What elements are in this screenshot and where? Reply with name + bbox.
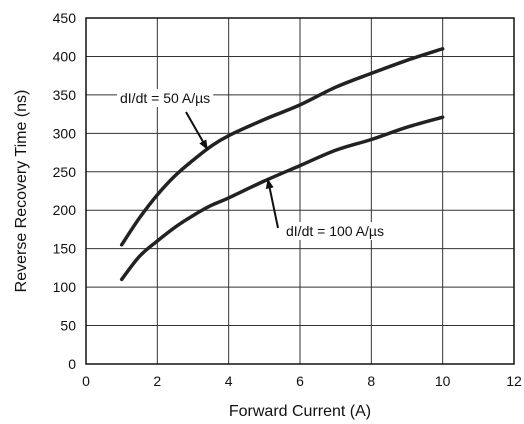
annotations: dI/dt = 50 A/µs dI/dt = 100 A/µs [117,89,387,240]
annotation-label-background [283,222,387,240]
annotation-label-background [117,89,214,107]
y-tick-label: 100 [53,279,77,295]
series [119,47,445,282]
y-tick-label: 0 [68,356,76,372]
series-line-1 [119,47,445,247]
x-tick-label: 4 [225,373,233,389]
y-tick-label: 450 [53,10,77,26]
x-tick-label: 6 [296,373,304,389]
y-tick-label: 150 [53,241,77,257]
series-line-2 [119,115,445,282]
y-tick-label: 300 [53,125,77,141]
y-tick-label: 200 [53,202,77,218]
tick-labels: 0 2 4 6 8 10 12 0 50 100 150 200 250 300 350 400 450 [53,10,522,389]
y-axis-label: Reverse Recovery Time (ns) [13,90,30,293]
y-tick-label: 50 [60,318,76,334]
annotation-arrow [185,111,209,151]
annotation-label: dI/dt = 100 A/µs [286,223,384,239]
x-axis-label: Forward Current (A) [229,403,371,420]
y-tick-label: 400 [53,48,77,64]
y-tick-label: 250 [53,164,77,180]
annotation-label: dI/dt = 50 A/µs [120,90,210,106]
plot-frame [85,17,515,365]
x-tick-label: 12 [506,373,522,389]
x-tick-label: 0 [82,373,90,389]
annotation-arrow [265,178,279,229]
x-tick-label: 2 [153,373,161,389]
y-tick-label: 350 [53,87,77,103]
x-tick-label: 8 [367,373,375,389]
x-tick-label: 10 [435,373,451,389]
grid [86,18,514,364]
